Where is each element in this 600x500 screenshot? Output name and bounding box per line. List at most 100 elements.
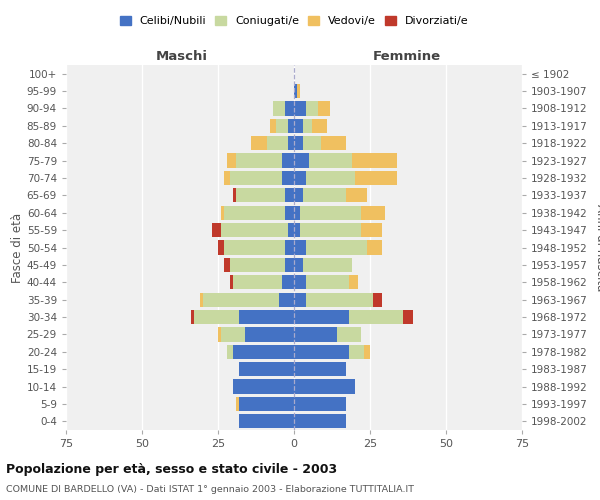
Bar [285, 102, 294, 116]
Bar [294, 362, 346, 376]
Bar [221, 206, 224, 220]
Bar [191, 310, 194, 324]
Text: Femmine: Femmine [373, 50, 440, 64]
Bar [294, 188, 303, 202]
Bar [239, 397, 294, 411]
Bar [276, 118, 288, 133]
Bar [403, 310, 413, 324]
Bar [288, 223, 294, 237]
Bar [233, 275, 282, 289]
Bar [266, 136, 288, 150]
Bar [282, 171, 294, 185]
Bar [303, 118, 312, 133]
Text: Maschi: Maschi [155, 50, 208, 64]
Bar [306, 171, 355, 185]
Bar [294, 380, 355, 394]
Bar [373, 292, 382, 307]
Bar [239, 414, 294, 428]
Bar [227, 344, 233, 359]
Bar [322, 136, 346, 150]
Bar [200, 292, 203, 307]
Y-axis label: Anni di nascita: Anni di nascita [594, 204, 600, 291]
Bar [294, 154, 309, 168]
Bar [224, 171, 230, 185]
Bar [319, 102, 331, 116]
Bar [221, 223, 288, 237]
Bar [288, 118, 294, 133]
Bar [282, 154, 294, 168]
Bar [337, 328, 361, 342]
Bar [294, 136, 303, 150]
Bar [294, 223, 300, 237]
Bar [306, 275, 349, 289]
Bar [303, 258, 352, 272]
Bar [285, 188, 294, 202]
Bar [294, 275, 306, 289]
Bar [294, 310, 349, 324]
Bar [233, 380, 294, 394]
Bar [294, 328, 337, 342]
Bar [221, 328, 245, 342]
Bar [285, 206, 294, 220]
Bar [194, 310, 239, 324]
Bar [294, 397, 346, 411]
Bar [309, 154, 352, 168]
Bar [230, 171, 282, 185]
Legend: Celibi/Nubili, Coniugati/e, Vedovi/e, Divorziati/e: Celibi/Nubili, Coniugati/e, Vedovi/e, Di… [119, 16, 469, 26]
Bar [236, 154, 282, 168]
Bar [294, 102, 306, 116]
Bar [285, 258, 294, 272]
Bar [239, 310, 294, 324]
Bar [352, 154, 397, 168]
Bar [282, 275, 294, 289]
Text: Popolazione per età, sesso e stato civile - 2003: Popolazione per età, sesso e stato civil… [6, 462, 337, 475]
Bar [306, 102, 319, 116]
Bar [224, 258, 230, 272]
Bar [230, 258, 285, 272]
Bar [297, 84, 300, 98]
Bar [230, 275, 233, 289]
Bar [236, 397, 239, 411]
Bar [346, 188, 367, 202]
Bar [294, 118, 303, 133]
Bar [269, 118, 276, 133]
Bar [294, 292, 306, 307]
Bar [236, 188, 285, 202]
Bar [251, 136, 266, 150]
Y-axis label: Fasce di età: Fasce di età [11, 212, 24, 282]
Bar [224, 240, 285, 254]
Bar [361, 223, 382, 237]
Bar [303, 188, 346, 202]
Bar [355, 171, 397, 185]
Bar [279, 292, 294, 307]
Bar [218, 240, 224, 254]
Bar [203, 292, 279, 307]
Bar [303, 136, 322, 150]
Bar [300, 223, 361, 237]
Bar [294, 84, 297, 98]
Bar [361, 206, 385, 220]
Bar [288, 136, 294, 150]
Bar [300, 206, 361, 220]
Bar [294, 344, 349, 359]
Bar [212, 223, 221, 237]
Bar [224, 206, 285, 220]
Bar [294, 258, 303, 272]
Bar [227, 154, 236, 168]
Bar [285, 240, 294, 254]
Text: COMUNE DI BARDELLO (VA) - Dati ISTAT 1° gennaio 2003 - Elaborazione TUTTITALIA.I: COMUNE DI BARDELLO (VA) - Dati ISTAT 1° … [6, 485, 414, 494]
Bar [294, 206, 300, 220]
Bar [349, 310, 403, 324]
Bar [294, 171, 306, 185]
Bar [306, 240, 367, 254]
Bar [218, 328, 221, 342]
Bar [306, 292, 373, 307]
Bar [245, 328, 294, 342]
Bar [273, 102, 285, 116]
Bar [233, 188, 236, 202]
Bar [349, 344, 364, 359]
Bar [239, 362, 294, 376]
Bar [294, 240, 306, 254]
Bar [233, 344, 294, 359]
Bar [294, 414, 346, 428]
